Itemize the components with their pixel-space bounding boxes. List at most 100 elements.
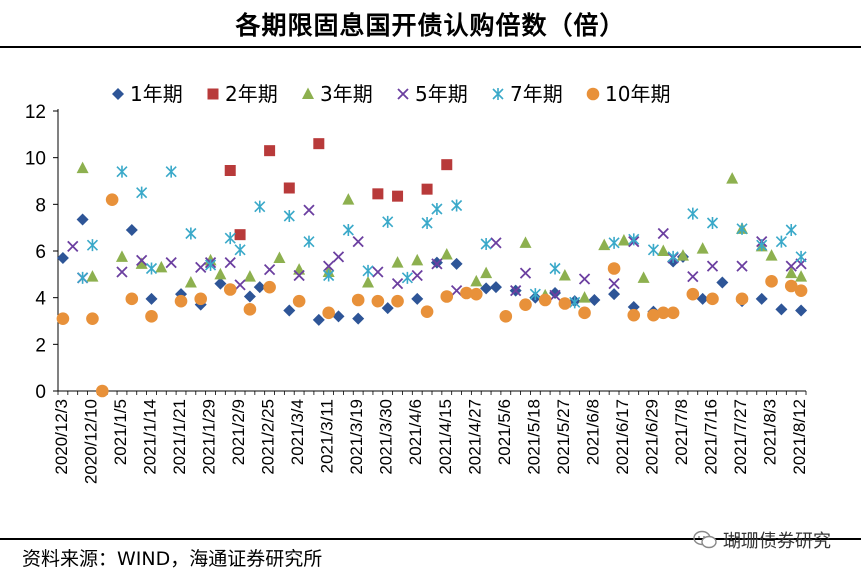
legend: 1年期 2年期 3年期 5年期 7年期 10年期 — [112, 82, 670, 106]
legend-marker — [586, 87, 600, 101]
data-point — [332, 310, 345, 323]
x-tick-label: 2021/4/6 — [406, 399, 425, 465]
data-point — [234, 229, 246, 241]
data-marks — [56, 138, 808, 398]
source-divider — [0, 538, 861, 540]
data-point — [687, 207, 699, 220]
data-point — [283, 182, 295, 194]
data-point — [77, 271, 89, 284]
data-point — [125, 224, 138, 236]
x-tick-label: 2021/4/27 — [465, 399, 484, 475]
data-point — [588, 294, 601, 306]
data-point — [519, 236, 532, 248]
x-tick-label: 2021/3/11 — [318, 399, 337, 473]
data-point — [352, 236, 364, 248]
data-point — [519, 267, 532, 279]
data-point — [775, 235, 787, 248]
data-point — [312, 313, 325, 326]
x-tick-label: 2021/6/8 — [583, 399, 602, 465]
data-point — [736, 260, 748, 272]
data-point — [785, 266, 798, 279]
y-tick-label: 10 — [25, 149, 46, 170]
data-point — [755, 292, 768, 305]
data-point — [549, 262, 561, 275]
data-point — [273, 251, 286, 263]
data-point — [224, 232, 236, 245]
data-point — [411, 269, 423, 282]
data-point — [608, 288, 621, 301]
data-point — [185, 227, 197, 240]
series-1年期 — [56, 213, 808, 326]
x-tick-label: 2021/1/14 — [141, 399, 160, 475]
data-point — [490, 237, 502, 249]
data-point — [195, 261, 207, 273]
y-tick-label: 12 — [25, 102, 46, 123]
series-5年期 — [67, 204, 807, 301]
data-point — [76, 213, 89, 226]
x-tick-label: 2021/1/29 — [200, 399, 219, 475]
data-point — [381, 302, 394, 315]
data-point — [184, 276, 197, 288]
data-point — [470, 274, 483, 287]
data-point — [56, 252, 69, 264]
legend-item: 10年期 — [586, 82, 670, 106]
data-point — [726, 172, 739, 184]
x-tick-label: 2021/6/17 — [613, 399, 632, 475]
data-point — [431, 258, 443, 270]
data-point — [637, 271, 650, 283]
x-tick-label: 2021/7/8 — [672, 399, 691, 465]
data-point — [313, 138, 325, 150]
legend-item: 3年期 — [302, 82, 373, 106]
data-point — [116, 165, 128, 178]
y-tick-label: 8 — [35, 195, 46, 216]
legend-marker — [397, 88, 409, 100]
legend-label: 2年期 — [225, 82, 278, 106]
data-point — [451, 199, 463, 212]
data-point — [371, 294, 385, 308]
watermark: 瑚珊债券研究 — [693, 527, 831, 553]
data-point — [125, 292, 139, 306]
data-point — [519, 298, 532, 311]
x-tick-label: 2021/1/21 — [170, 399, 189, 475]
data-point — [795, 270, 808, 282]
data-point — [372, 266, 384, 278]
data-point — [480, 282, 493, 295]
data-point — [627, 308, 641, 322]
x-tick-label: 2021/7/27 — [731, 399, 750, 475]
data-point — [469, 287, 483, 301]
data-point — [391, 256, 404, 268]
data-point — [656, 306, 670, 320]
data-point — [243, 290, 256, 303]
data-point — [174, 294, 188, 308]
data-point — [578, 306, 591, 320]
title-divider — [0, 46, 861, 48]
data-point — [578, 273, 591, 285]
data-point — [332, 251, 345, 263]
data-point — [607, 262, 621, 275]
data-point — [145, 292, 158, 305]
data-point — [342, 224, 354, 236]
x-tick-label: 2021/3/30 — [377, 399, 396, 475]
legend-item: 1年期 — [112, 82, 183, 106]
data-point — [706, 292, 719, 306]
data-point — [510, 285, 522, 297]
data-point — [666, 306, 680, 320]
data-point — [391, 294, 404, 308]
data-point — [499, 310, 513, 323]
data-point — [795, 304, 808, 317]
data-point — [549, 287, 562, 299]
x-tick-label: 2021/5/6 — [495, 399, 514, 465]
data-point — [686, 287, 700, 301]
data-point — [696, 242, 709, 254]
data-point — [254, 200, 266, 213]
data-point — [756, 239, 768, 252]
data-point — [56, 312, 70, 325]
data-point — [293, 263, 306, 275]
data-point — [421, 183, 433, 195]
data-point — [706, 217, 719, 229]
data-point — [480, 238, 492, 250]
data-point — [765, 249, 778, 261]
data-point — [362, 276, 375, 288]
data-point — [784, 279, 798, 293]
